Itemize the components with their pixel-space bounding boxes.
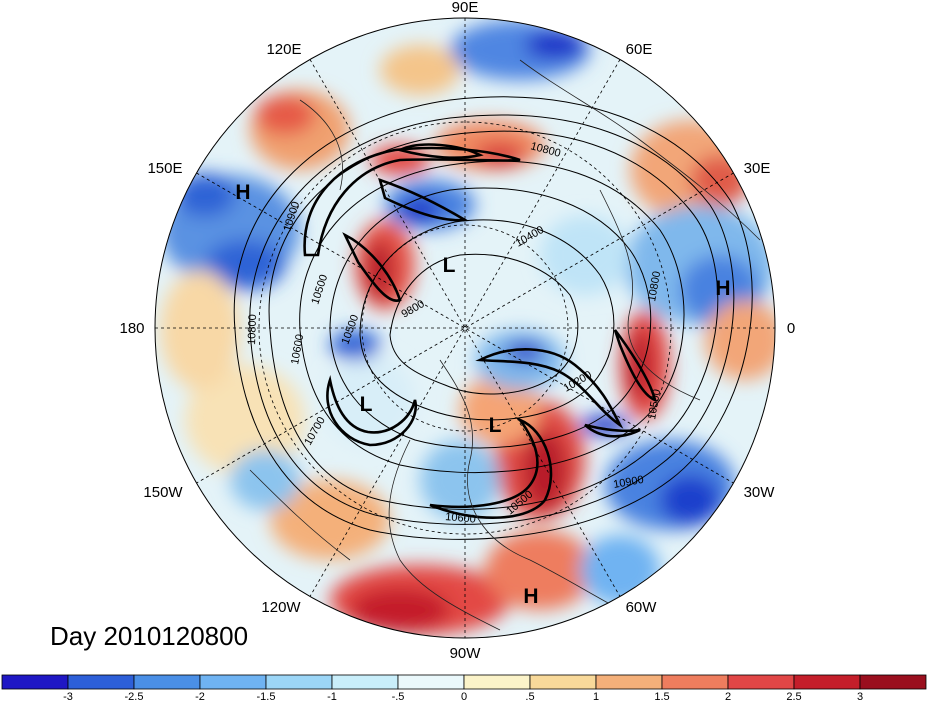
colorbar-swatch xyxy=(331,674,399,690)
lon-label-90e: 90E xyxy=(452,0,479,16)
contour-label: 10900 xyxy=(612,474,644,491)
low-pressure-label: L xyxy=(360,393,373,416)
lon-label-120w: 120W xyxy=(261,599,301,616)
colorbar-swatch xyxy=(859,674,927,690)
pressure-center-labels: H L H L L H xyxy=(235,181,730,608)
longitude-labels: 90E 60E 30E 0 30W 60W 90W 120W 150W 180 … xyxy=(119,0,795,662)
lon-label-30w: 30W xyxy=(744,484,776,501)
lon-label-0: 0 xyxy=(787,320,795,337)
high-pressure-label: H xyxy=(715,277,730,300)
colorbar-tick-label: -1.5 xyxy=(257,691,276,702)
colorbar-swatch xyxy=(595,674,663,690)
height-contours xyxy=(233,96,753,540)
colorbar-tick-label: 1 xyxy=(593,691,599,702)
colorbar-swatch xyxy=(529,674,597,690)
contour-label: 10800 xyxy=(246,314,259,345)
colorbar-tick-label: 2.5 xyxy=(786,691,801,702)
colorbar-swatch xyxy=(793,674,861,690)
contour-label: 10800 xyxy=(646,270,663,302)
lon-label-60e: 60E xyxy=(626,41,653,58)
colorbar-swatch xyxy=(67,674,135,690)
colorbar-swatch xyxy=(265,674,333,690)
graticule xyxy=(155,18,775,638)
lon-label-150e: 150E xyxy=(147,160,182,177)
lon-label-150w: 150W xyxy=(143,484,183,501)
lon-label-60w: 60W xyxy=(626,599,658,616)
map-title: Day 2010120800 xyxy=(50,621,248,651)
lon-label-30e: 30E xyxy=(744,160,771,177)
lon-label-180: 180 xyxy=(119,320,144,337)
contour-label: 10600 xyxy=(445,511,477,526)
colorbar-ticks: -3 -2.5 -2 -1.5 -1 -.5 0 .5 1 1.5 2 2.5 3 xyxy=(63,691,863,702)
colorbar-tick-label: -.5 xyxy=(392,691,405,702)
contour-label: 10500 xyxy=(646,388,663,420)
lon-label-90w: 90W xyxy=(450,645,482,662)
colorbar-tick-label: -2 xyxy=(195,691,205,702)
colorbar-tick-label: -3 xyxy=(63,691,73,702)
colorbar-tick-label: 0 xyxy=(461,691,467,702)
colorbar-swatch xyxy=(727,674,795,690)
colorbar-swatch xyxy=(397,674,465,690)
low-pressure-label: L xyxy=(443,254,456,277)
colorbar-tick-label: 3 xyxy=(857,691,863,702)
map-border xyxy=(154,17,776,639)
high-pressure-label: H xyxy=(235,181,250,204)
contour-label: 10600 xyxy=(289,333,306,365)
colorbar-tick-label: 2 xyxy=(725,691,731,702)
colorbar-swatch xyxy=(661,674,729,690)
colorbar-swatch xyxy=(1,674,69,690)
colorbar-swatch xyxy=(463,674,531,690)
low-pressure-label: L xyxy=(489,414,502,437)
colorbar-tick-label: -2.5 xyxy=(125,691,144,702)
colorbar-swatch xyxy=(133,674,201,690)
jet-contours xyxy=(303,143,657,520)
colorbar xyxy=(1,674,927,690)
colorbar-tick-label: 1.5 xyxy=(654,691,669,702)
anomaly-field xyxy=(155,18,775,638)
colorbar-swatch xyxy=(199,674,267,690)
lon-label-120e: 120E xyxy=(266,41,301,58)
colorbar-tick-label: -1 xyxy=(327,691,337,702)
high-pressure-label: H xyxy=(523,585,538,608)
colorbar-tick-label: .5 xyxy=(525,691,534,702)
